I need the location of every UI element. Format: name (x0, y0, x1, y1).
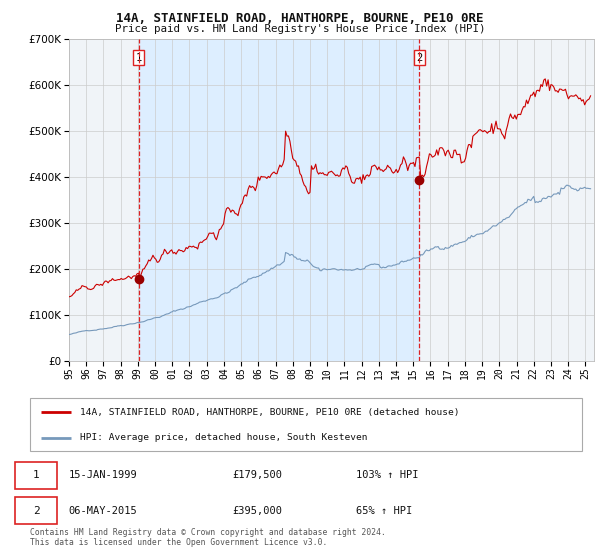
FancyBboxPatch shape (15, 462, 58, 489)
Text: £179,500: £179,500 (232, 470, 283, 480)
Text: 2: 2 (416, 53, 422, 63)
Text: Price paid vs. HM Land Registry's House Price Index (HPI): Price paid vs. HM Land Registry's House … (115, 24, 485, 34)
Text: 15-JAN-1999: 15-JAN-1999 (69, 470, 137, 480)
Text: 1: 1 (136, 53, 142, 63)
Text: 65% ↑ HPI: 65% ↑ HPI (356, 506, 413, 516)
Text: £395,000: £395,000 (232, 506, 283, 516)
FancyBboxPatch shape (15, 497, 58, 524)
Text: HPI: Average price, detached house, South Kesteven: HPI: Average price, detached house, Sout… (80, 433, 367, 442)
Bar (139, 39, 419, 361)
Text: 14A, STAINFIELD ROAD, HANTHORPE, BOURNE, PE10 0RE (detached house): 14A, STAINFIELD ROAD, HANTHORPE, BOURNE,… (80, 408, 459, 417)
Text: Contains HM Land Registry data © Crown copyright and database right 2024.
This d: Contains HM Land Registry data © Crown c… (30, 528, 386, 547)
Text: 103% ↑ HPI: 103% ↑ HPI (356, 470, 419, 480)
Text: 06-MAY-2015: 06-MAY-2015 (69, 506, 137, 516)
Text: 14A, STAINFIELD ROAD, HANTHORPE, BOURNE, PE10 0RE: 14A, STAINFIELD ROAD, HANTHORPE, BOURNE,… (116, 12, 484, 25)
Text: 1: 1 (33, 470, 40, 480)
Text: 2: 2 (33, 506, 40, 516)
